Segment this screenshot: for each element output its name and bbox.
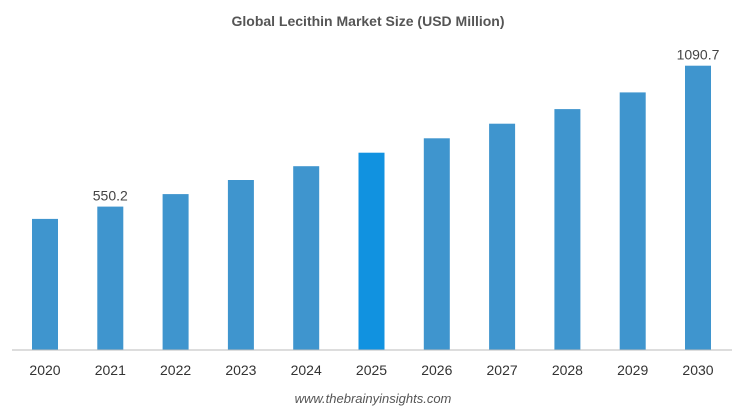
bar-2026	[423, 138, 450, 350]
x-tick-label: 2029	[617, 362, 648, 378]
x-tick-label: 2030	[682, 362, 713, 378]
x-tick-label: 2027	[487, 362, 518, 378]
x-tick-label: 2020	[29, 362, 60, 378]
bar-2020	[32, 218, 58, 350]
bar-2024	[293, 166, 320, 350]
x-tick-label: 2022	[160, 362, 191, 378]
bar-2030	[685, 65, 711, 350]
x-tick-label: 2023	[225, 362, 256, 378]
bar-2023	[227, 180, 254, 350]
data-label-2030: 1090.7	[677, 47, 720, 63]
x-tick-label: 2021	[95, 362, 126, 378]
data-label-2021: 550.2	[93, 188, 128, 204]
bar-2022	[162, 194, 189, 350]
x-tick-label: 2028	[552, 362, 583, 378]
x-tick-label: 2025	[356, 362, 387, 378]
bar-2027	[489, 123, 516, 350]
bar-2028	[554, 109, 581, 350]
x-tick-label: 2026	[421, 362, 452, 378]
x-tick-label: 2024	[291, 362, 322, 378]
bar-2021	[97, 206, 124, 350]
bar-2025	[358, 152, 385, 350]
data-labels: 550.2 1090.7	[93, 47, 720, 204]
watermark-text: www.thebrainyinsights.com	[295, 391, 452, 406]
chart-title: Global Lecithin Market Size (USD Million…	[231, 13, 504, 29]
bars-layer	[32, 65, 711, 351]
bar-2029	[619, 92, 646, 351]
x-tick-labels: 2020 2021 2022 2023 2024 2025 2026 2027 2028 2029…	[29, 362, 713, 378]
